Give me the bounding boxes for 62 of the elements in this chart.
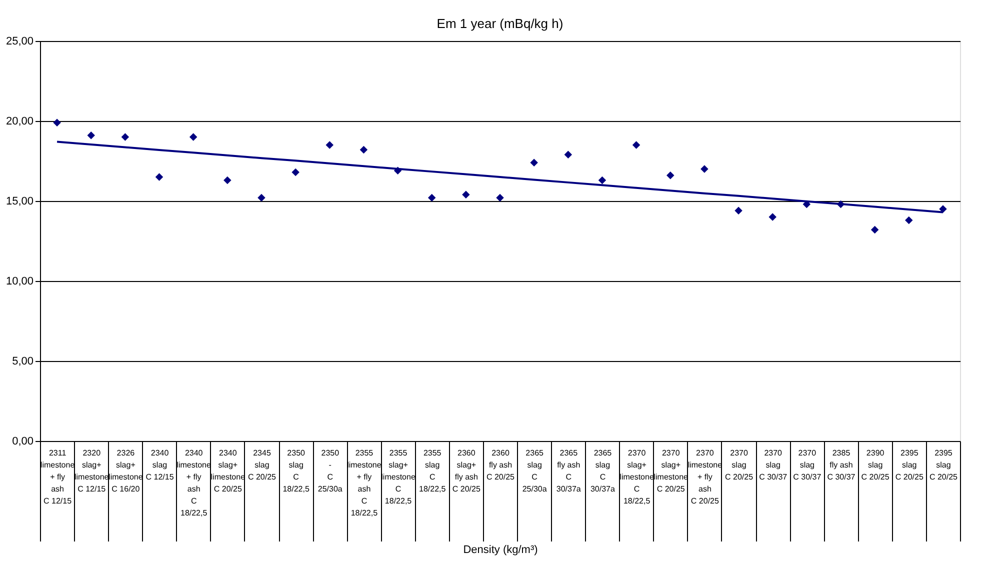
x-tick-label: 2320 slag+ limestone C 12/15 xyxy=(74,448,110,494)
point xyxy=(700,165,708,173)
x-tick-label: 2355 slag C 18/22,5 xyxy=(419,448,446,494)
point xyxy=(530,158,538,166)
point xyxy=(326,141,334,149)
y-tick-label: 20,00 xyxy=(6,116,34,128)
x-tick-label: 2385 fly ash C 30/37 xyxy=(827,448,856,482)
x-tick-label: 2355 slag+ limestone C 18/22,5 xyxy=(381,448,416,506)
point xyxy=(870,226,879,234)
point xyxy=(836,200,845,208)
x-tick-label: 2365 fly ash C 30/37a xyxy=(556,448,582,494)
chart-title: Em 1 year (mBq/kg h) xyxy=(436,16,564,31)
x-tick-label: 2370 slag+ limestone C 18/22,5 xyxy=(620,448,654,506)
x-tick-label: 2370 slag C 30/37 xyxy=(793,448,822,482)
point xyxy=(632,141,640,149)
x-tick-label: 2395 slag C 20/25 xyxy=(929,448,958,482)
y-tick-label: 25,00 xyxy=(6,36,34,48)
x-tick-label: 2365 slag C 25/30a xyxy=(522,448,548,494)
point xyxy=(666,172,674,180)
x-tick-label: 2390 slag C 20/25 xyxy=(861,448,890,482)
point xyxy=(598,176,606,184)
point xyxy=(121,133,130,141)
point xyxy=(768,213,776,221)
x-tick-label: 2360 fly ash C 20/25 xyxy=(486,448,516,482)
point xyxy=(292,168,300,176)
x-tick-label: 2360 slag+ fly ash C 20/25 xyxy=(452,448,481,494)
point xyxy=(802,200,811,208)
point xyxy=(394,166,402,174)
point xyxy=(87,132,95,140)
x-tick-label: 2340 limestone + fly ash C 18/22,5 xyxy=(176,448,212,518)
point xyxy=(258,194,266,202)
x-tick-label: 2395 slag C 20/25 xyxy=(895,448,924,482)
x-tick-label: 2365 slag C 30/37a xyxy=(590,448,616,494)
x-tick-label: 2350 slag C 18/22,5 xyxy=(282,448,310,494)
point xyxy=(462,190,470,198)
x-tick-label: 2340 slag C 12/15 xyxy=(146,448,174,482)
x-tick-label: 2355 limestone + fly ash C 18/22,5 xyxy=(347,448,382,518)
point xyxy=(360,146,368,154)
x-tick-label: 2370 slag+ limestone C 20/25 xyxy=(654,448,689,494)
point xyxy=(564,150,572,158)
point xyxy=(155,173,164,181)
x-tick-label: 2345 slag C 20/25 xyxy=(248,448,277,482)
y-tick-label: 15,00 xyxy=(6,196,34,208)
x-tick-label: 2350 - C 25/30a xyxy=(318,448,343,494)
x-tick-label: 2311 limestone + fly ash C 12/15 xyxy=(40,448,76,506)
x-tick-label: 2370 limestone + fly ash C 20/25 xyxy=(688,448,723,506)
point xyxy=(428,194,436,202)
y-tick-label: 10,00 xyxy=(6,276,34,288)
point xyxy=(189,133,198,141)
point xyxy=(905,216,913,224)
x-tick-label: 2326 slag+ limestone C 16/20 xyxy=(108,448,144,494)
point xyxy=(224,176,232,184)
point xyxy=(496,194,504,202)
y-tick-label: 0,00 xyxy=(12,436,34,448)
x-tick-label: 2370 slag C 30/37 xyxy=(759,448,788,482)
point xyxy=(53,118,61,126)
x-axis-title: Density (kg/m³) xyxy=(463,544,538,556)
x-tick-label: 2370 slag C 20/25 xyxy=(725,448,754,482)
x-tick-label: 2340 slag+ limestone C 20/25 xyxy=(210,448,246,494)
y-tick-label: 5,00 xyxy=(12,356,34,368)
point xyxy=(939,205,947,213)
point xyxy=(734,206,742,214)
